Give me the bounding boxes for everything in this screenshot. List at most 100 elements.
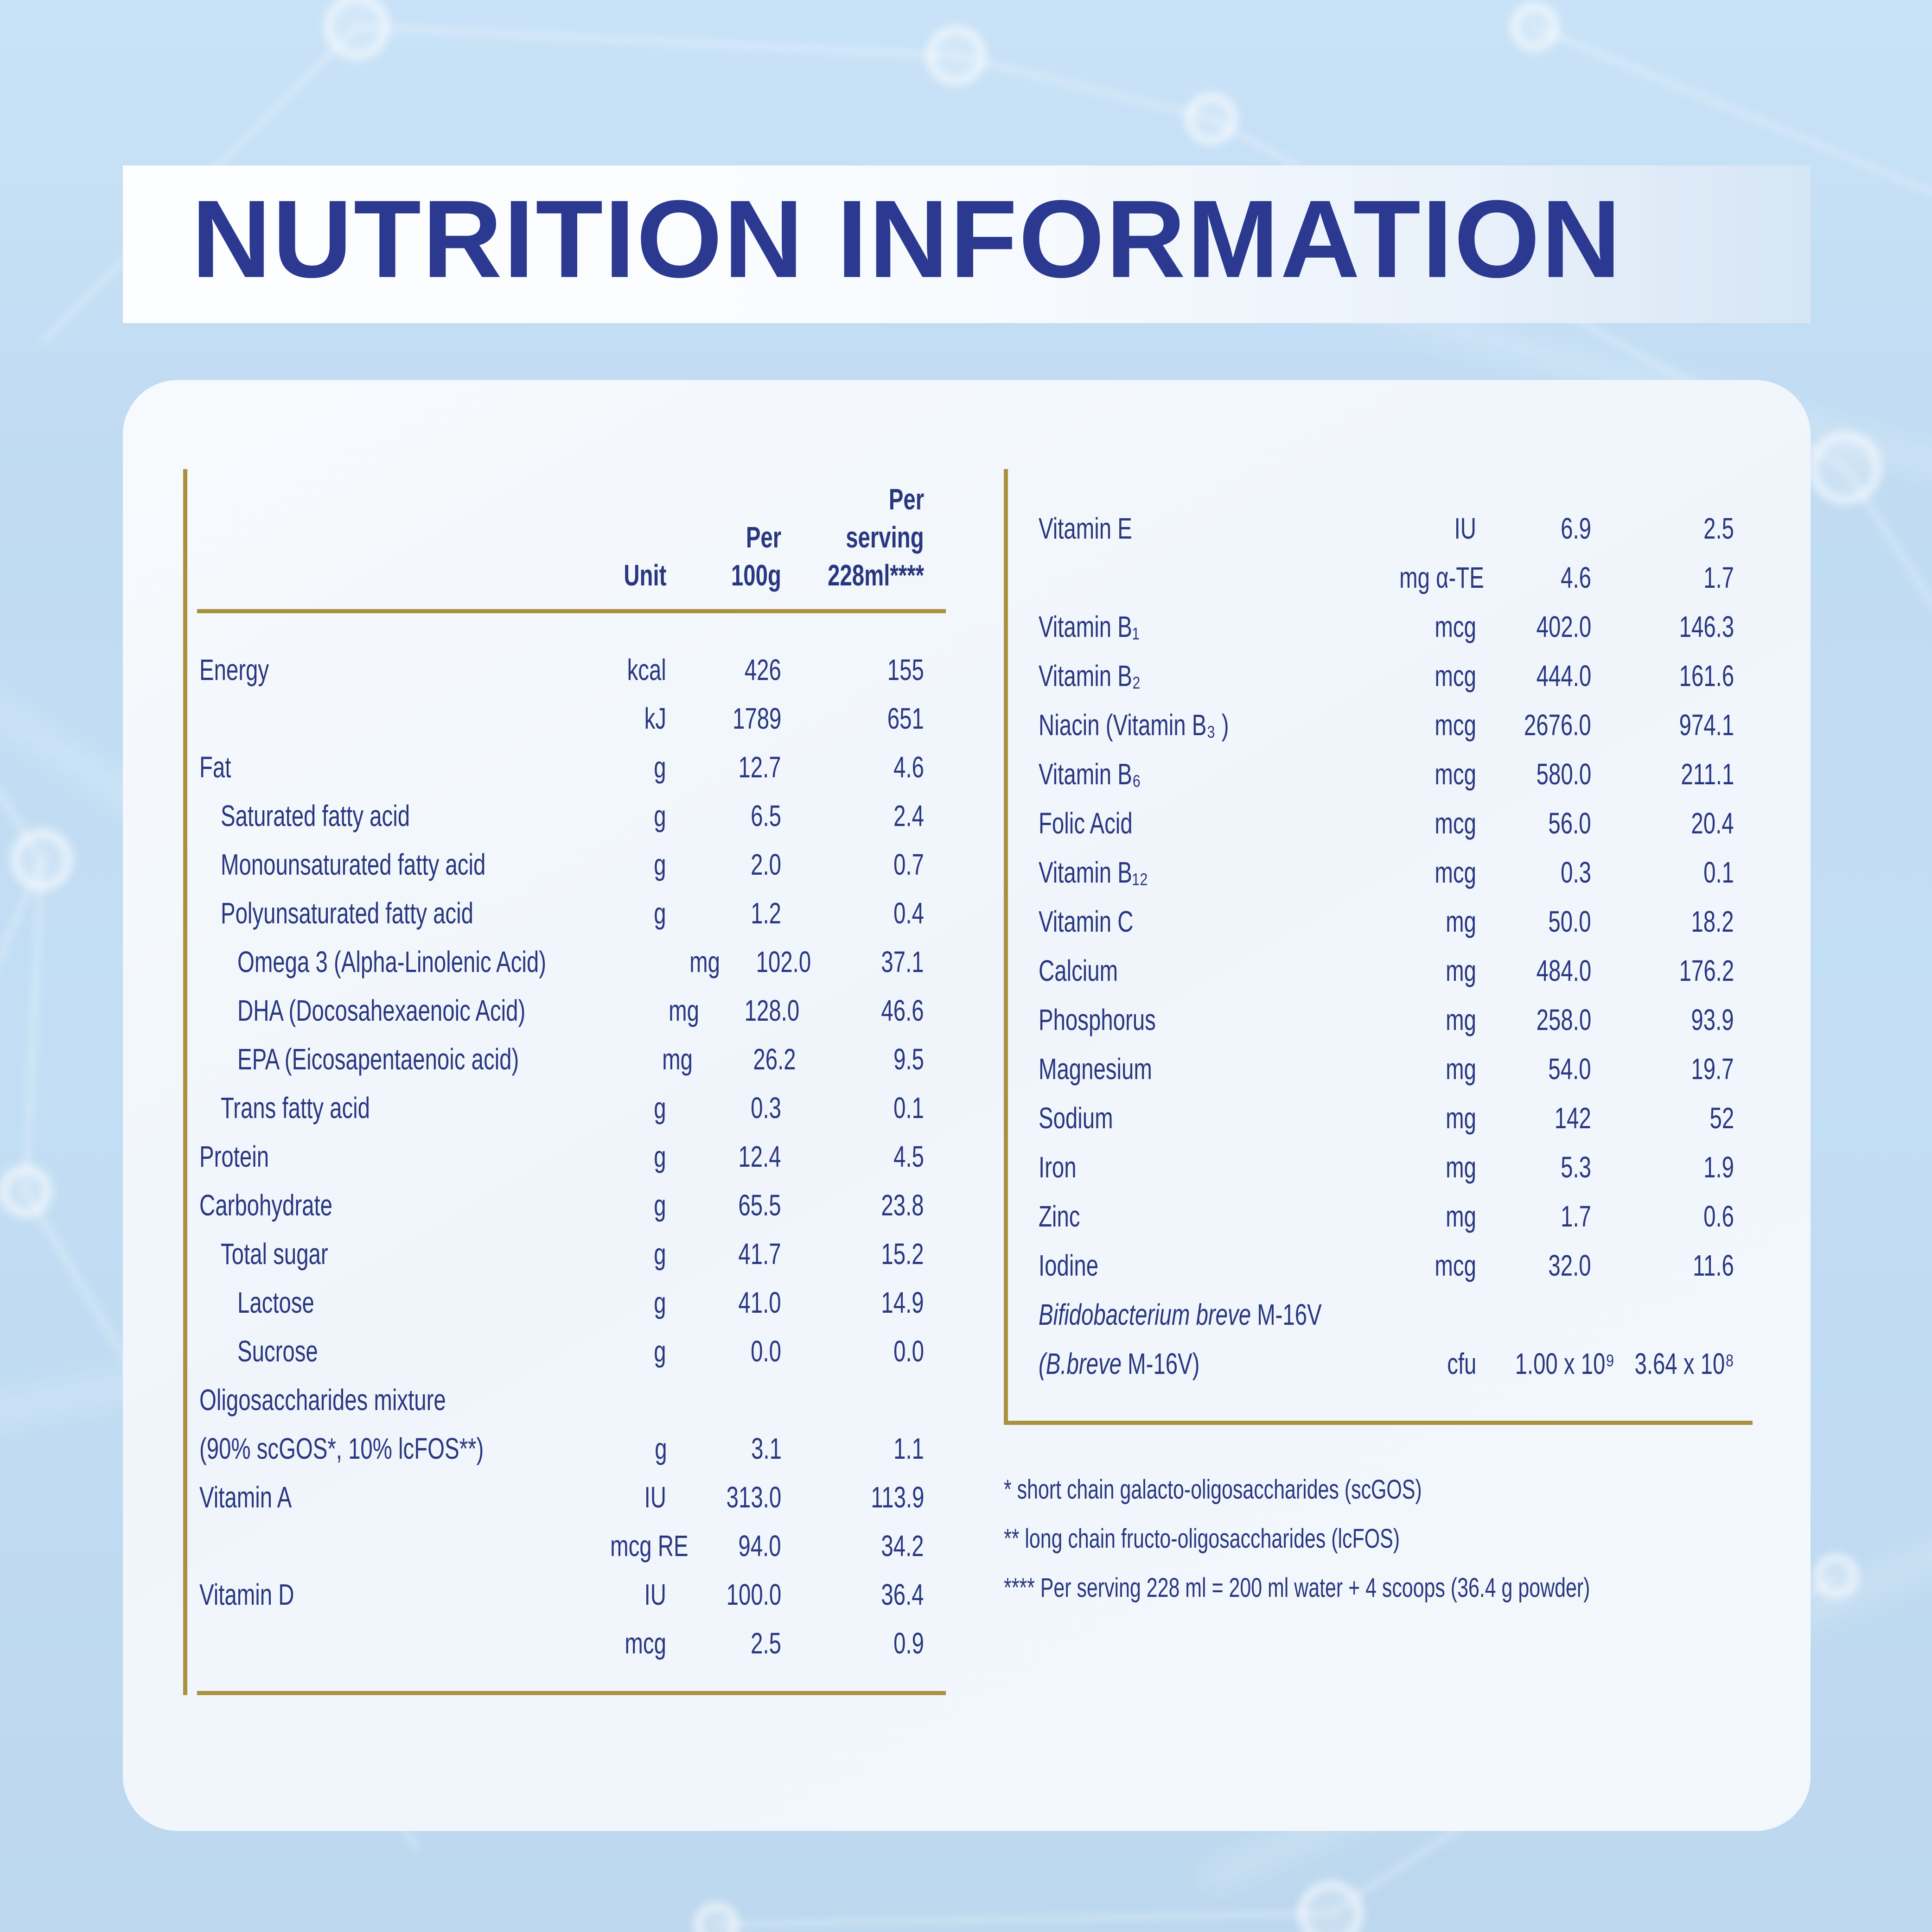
per-100g-cell: 402.0 — [1536, 610, 1591, 643]
per-100g-cell: 41.7 — [738, 1237, 781, 1271]
per-100g-cell: 1.2 — [751, 896, 781, 930]
per-serving-cell: 0.1 — [893, 1091, 924, 1125]
row-label: Oligosaccharides mixture — [199, 1383, 446, 1417]
unit-cell: kcal — [627, 653, 666, 686]
row-label: Trans fatty acid — [221, 1091, 370, 1125]
per-serving-cell: 34.2 — [881, 1529, 924, 1563]
table-row: Carbohydrate g 65.5 23.8 — [199, 1181, 924, 1229]
unit-cell: mcg — [1435, 807, 1476, 840]
per-serving-cell: 11.6 — [1693, 1249, 1734, 1282]
per-serving-cell: 52 — [1709, 1101, 1734, 1135]
row-label: Monounsaturated fatty acid — [221, 847, 486, 881]
footnote-serving: **** Per serving 228 ml = 200 ml water +… — [1004, 1572, 1590, 1603]
table-row: Energy kcal 426 155 — [199, 645, 924, 694]
table-row: Vitamin B₂ mcg 444.0 161.6 — [1039, 651, 1734, 700]
per-serving-cell: 146.3 — [1679, 610, 1734, 643]
table-row: mg α-TE 4.6 1.7 — [1039, 553, 1734, 602]
per-100g-cell: 2.5 — [751, 1626, 781, 1660]
per-100g-cell: 1.00 x 10⁹ — [1515, 1347, 1615, 1380]
unit-cell: mg — [1446, 954, 1476, 987]
unit-cell: mcg — [1435, 659, 1476, 693]
per-100g-cell: 5.3 — [1561, 1150, 1591, 1184]
row-label: Vitamin B₆ — [1039, 757, 1141, 791]
row-label — [199, 1626, 583, 1660]
unit-cell: g — [654, 1285, 666, 1319]
unit-cell: kJ — [644, 701, 666, 735]
per-100g-cell — [670, 1383, 781, 1417]
row-label: Sucrose — [237, 1334, 318, 1368]
unit-cell: g — [654, 1139, 666, 1173]
per-serving-cell: 4.5 — [893, 1139, 924, 1173]
table-row: Saturated fatty acid g 6.5 2.4 — [199, 791, 924, 840]
unit-cell: mg — [669, 993, 699, 1027]
row-label: Niacin (Vitamin B₃ ) — [1039, 708, 1229, 742]
unit-cell: mg — [1446, 1003, 1476, 1036]
per-100g-cell: 94.0 — [738, 1529, 781, 1563]
table-row: kJ 1789 651 — [199, 694, 924, 743]
column-header-per-serving: Per serving 228ml**** — [827, 483, 924, 592]
unit-cell: mg — [662, 1042, 693, 1076]
unit-cell: cfu — [1447, 1347, 1476, 1380]
row-label: (B.breve M-16V) — [1039, 1347, 1200, 1380]
left-nutrient-table: Energy kcal 426 155 kJ 1789 651 Fat g 12.7 4.6 Satu… — [199, 645, 924, 1667]
table-row: mcg 2.5 0.9 — [199, 1619, 924, 1667]
row-label: EPA (Eicosapentaenoic acid) — [237, 1042, 519, 1076]
row-label: DHA (Docosahexaenoic Acid) — [237, 993, 526, 1027]
left-table-vertical-rule — [183, 469, 187, 1695]
per-100g-cell: 102.0 — [756, 945, 811, 979]
table-row: (B.breve M-16V) cfu 1.00 x 10⁹ 3.64 x 10⁸ — [1039, 1339, 1734, 1388]
unit-cell: mcg — [1435, 1249, 1476, 1282]
per-serving-cell: 2.5 — [1703, 512, 1734, 545]
table-row: Oligosaccharides mixture — [199, 1375, 924, 1424]
unit-cell: mg — [1446, 905, 1476, 938]
table-row: Iron mg 5.3 1.9 — [1039, 1143, 1734, 1192]
table-row: Sodium mg 142 52 — [1039, 1093, 1734, 1143]
per-serving-cell: 0.0 — [893, 1334, 924, 1368]
per-100g-cell: 50.0 — [1548, 905, 1591, 938]
per-serving-cell: 2.4 — [893, 799, 924, 833]
table-row: Phosphorus mg 258.0 93.9 — [1039, 995, 1734, 1044]
row-label: Vitamin B₁ — [1039, 610, 1140, 643]
unit-cell — [583, 1383, 666, 1417]
table-row: Magnesium mg 54.0 19.7 — [1039, 1044, 1734, 1093]
unit-cell: g — [654, 896, 666, 930]
per-serving-cell: 0.9 — [893, 1626, 924, 1660]
unit-cell — [1421, 1297, 1512, 1332]
unit-cell: mcg — [625, 1626, 666, 1660]
per-serving-cell: 974.1 — [1679, 708, 1734, 742]
left-table-header-rule — [197, 609, 946, 613]
row-label: Fat — [199, 750, 231, 784]
table-row: Monounsaturated fatty acid g 2.0 0.7 — [199, 840, 924, 889]
per-serving-cell: 211.1 — [1680, 757, 1734, 791]
row-label — [199, 1529, 583, 1563]
unit-cell: g — [654, 847, 666, 881]
table-row: mcg RE 94.0 34.2 — [199, 1521, 924, 1570]
per-serving-cell: 155 — [887, 653, 924, 686]
left-table-header: Unit Per 100g Per serving 228ml**** — [199, 477, 924, 594]
table-row: DHA (Docosahexaenoic Acid) mg 128.0 46.6 — [199, 986, 924, 1035]
footnotes: * short chain galacto-oligosaccharides (… — [1004, 1465, 1796, 1612]
column-header-per-100g: Per 100g — [731, 521, 781, 592]
per-serving-cell: 4.6 — [893, 750, 924, 784]
per-serving-cell: 0.1 — [1703, 856, 1734, 889]
column-header-unit: Unit — [623, 559, 666, 592]
per-serving-cell: 19.7 — [1691, 1052, 1734, 1086]
per-serving-cell: 37.1 — [881, 945, 924, 979]
unit-cell: mg — [689, 945, 721, 979]
per-100g-cell: 580.0 — [1536, 757, 1591, 791]
unit-cell: mg — [1446, 1200, 1476, 1233]
per-100g-cell: 26.2 — [753, 1042, 796, 1076]
unit-cell: g — [654, 1091, 666, 1125]
table-row: Fat g 12.7 4.6 — [199, 743, 924, 791]
per-100g-cell: 12.7 — [738, 750, 781, 784]
unit-cell: g — [654, 1188, 666, 1222]
table-row: Bifidobacterium breve M-16V — [1039, 1290, 1734, 1339]
table-row: Omega 3 (Alpha-Linolenic Acid) mg 102.0 37.… — [199, 937, 924, 986]
per-serving-cell: 176.2 — [1679, 954, 1734, 987]
unit-cell: g — [654, 1237, 666, 1271]
per-100g-cell: 1789 — [732, 701, 781, 735]
per-serving-cell: 15.2 — [881, 1237, 924, 1271]
table-row: Vitamin B₁ mcg 402.0 146.3 — [1039, 602, 1734, 651]
unit-cell: g — [654, 1431, 667, 1465]
per-serving-cell: 113.9 — [870, 1480, 924, 1514]
